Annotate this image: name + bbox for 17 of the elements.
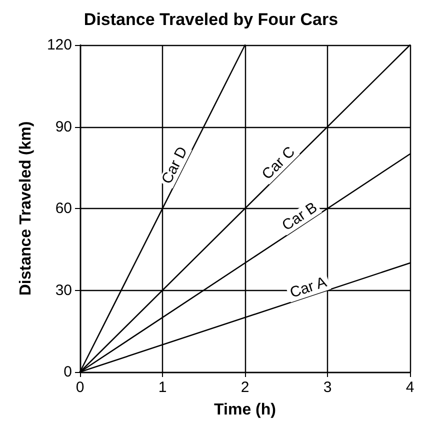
- text: Car C: [258, 143, 299, 184]
- y-tick-label: 30: [55, 282, 72, 299]
- text: Car B: [279, 199, 320, 234]
- y-tick-label: 120: [46, 36, 72, 54]
- y-axis-title: Distance Traveled (km): [18, 121, 34, 296]
- x-tick-label: 2: [240, 379, 250, 396]
- y-tick-label: 90: [55, 118, 72, 136]
- chart-title: Distance Traveled by Four Cars: [84, 10, 338, 29]
- x-tick-label: 0: [76, 379, 84, 396]
- x-tick-label: 4: [406, 379, 414, 396]
- x-axis-title: Time (h): [214, 402, 276, 418]
- text: Car A: [288, 274, 329, 302]
- x-tick-label: 3: [323, 379, 332, 396]
- y-tick-label: 0: [64, 364, 72, 380]
- x-tick-label: 1: [158, 379, 167, 396]
- y-tick-label: 60: [55, 200, 72, 217]
- text: Car D: [158, 144, 192, 187]
